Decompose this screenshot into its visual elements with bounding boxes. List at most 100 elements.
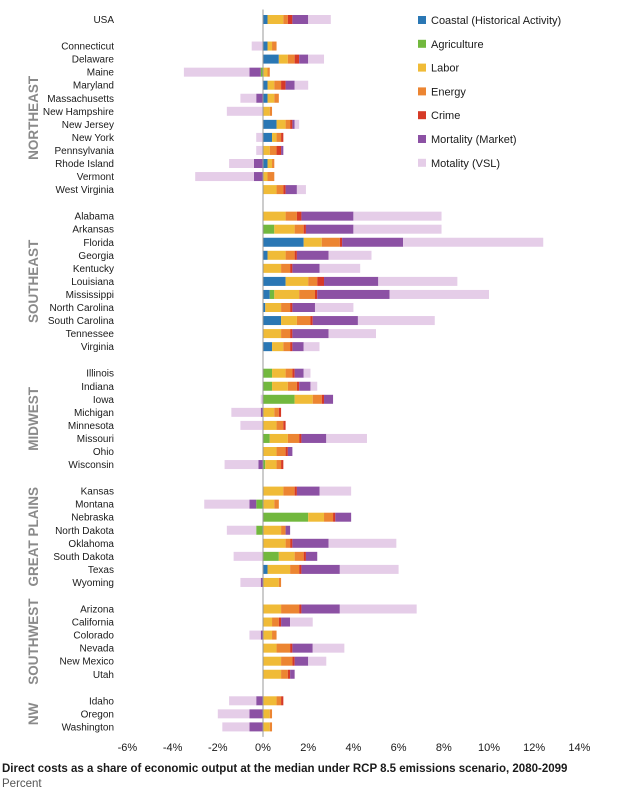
bar-arizona-motality-vsl <box>339 604 417 614</box>
bar-utah-crime <box>287 669 291 679</box>
bar-utah-energy <box>281 669 288 679</box>
chart-subcaption: Percent <box>2 778 42 790</box>
bar-california-crime <box>278 617 282 627</box>
bar-north-carolina-labor <box>265 303 282 312</box>
bar-north-dakota-labor <box>263 525 282 535</box>
state-labels-layer: USA Connecticut Delaware Maine Maryland Massa… <box>43 15 115 733</box>
bar-row-florida <box>263 237 544 247</box>
state-label-new-york: New York <box>72 133 115 144</box>
bar-south-carolina-motality-vsl <box>357 316 435 326</box>
bar-maryland-motality-vsl <box>294 80 309 90</box>
bar-usa-energy <box>283 15 288 24</box>
bar-row-massachusetts <box>240 93 279 103</box>
bar-texas-motality-vsl <box>339 564 399 574</box>
x-tick-label: 10% <box>478 742 500 754</box>
bar-new-york-crime <box>281 132 284 142</box>
bar-row-usa <box>263 15 331 24</box>
legend-label-agriculture: Agriculture <box>431 39 484 51</box>
bar-utah-labor <box>263 669 282 679</box>
bar-new-mexico-labor <box>263 656 282 666</box>
state-label-idaho: Idaho <box>89 696 114 707</box>
state-label-rhode-island: Rhode Island <box>55 159 114 170</box>
bar-montana-energy <box>274 499 279 509</box>
bar-oregon-mortality-market <box>249 709 263 719</box>
bar-florida-energy <box>321 237 340 247</box>
bar-row-nevada <box>263 643 345 653</box>
bar-michigan-crime <box>278 407 282 417</box>
bar-oklahoma-energy <box>285 538 291 548</box>
bar-wyoming-energy <box>278 577 282 587</box>
bar-new-jersey-mortality-market <box>292 119 295 129</box>
bar-row-vermont <box>195 172 275 182</box>
bar-mississippi-mortality-market <box>317 289 390 299</box>
bar-pennsylvania-motality-vsl <box>256 145 263 155</box>
bar-california-motality-vsl <box>290 617 313 627</box>
state-label-nevada: Nevada <box>80 644 115 655</box>
bar-south-dakota-mortality-market <box>305 551 318 561</box>
bar-row-wyoming <box>240 577 282 587</box>
state-label-west-virginia: West Virginia <box>55 185 114 196</box>
bar-minnesota-labor <box>263 420 277 430</box>
bar-arizona-mortality-market <box>301 604 340 614</box>
legend-swatch-coastal-historical-activity <box>418 16 426 24</box>
bar-new-mexico-crime <box>292 656 295 666</box>
bar-maine-agriculture <box>260 67 263 77</box>
legend-swatch-energy <box>418 87 426 96</box>
bar-north-dakota-agriculture <box>256 525 263 535</box>
bar-washington-mortality-market <box>249 722 263 732</box>
bar-kentucky-crime <box>290 263 293 273</box>
bar-rhode-island-motality-vsl <box>229 159 254 168</box>
state-label-arkansas: Arkansas <box>72 225 114 236</box>
bar-south-dakota-energy <box>294 551 304 561</box>
bar-south-carolina-mortality-market <box>312 316 358 326</box>
bar-new-york-energy <box>276 132 282 142</box>
bar-illinois-labor <box>272 368 286 378</box>
bar-connecticut-energy <box>272 41 277 51</box>
bars-layer <box>183 15 544 732</box>
state-label-iowa: Iowa <box>93 395 115 406</box>
bar-minnesota-crime <box>283 420 286 430</box>
bar-usa-labor <box>267 15 284 24</box>
bar-wisconsin-crime <box>281 460 284 470</box>
bar-wisconsin-labor <box>265 460 277 470</box>
bar-texas-energy <box>290 564 300 574</box>
bar-south-dakota-motality-vsl <box>233 551 263 561</box>
state-label-louisiana: Louisiana <box>71 277 114 288</box>
bar-maine-labor <box>263 67 268 77</box>
bar-virginia-labor <box>272 342 284 352</box>
state-label-colorado: Colorado <box>73 631 114 642</box>
legend-swatch-mortality-market <box>418 135 426 143</box>
bar-iowa-labor <box>294 394 313 404</box>
bar-vermont-labor <box>263 172 268 182</box>
bar-oregon-motality-vsl <box>217 709 250 719</box>
bar-nevada-mortality-market <box>292 643 313 653</box>
bar-maryland-energy <box>274 80 282 90</box>
bar-florida-coastal-historical-activity <box>263 237 304 247</box>
bar-georgia-energy <box>285 250 295 260</box>
bar-maine-mortality-market <box>249 67 261 77</box>
bar-pennsylvania-energy <box>269 145 277 155</box>
bar-north-carolina-motality-vsl <box>314 303 354 312</box>
bar-row-california <box>263 617 313 627</box>
bar-oklahoma-labor <box>263 538 286 548</box>
legend-swatch-agriculture <box>418 39 426 48</box>
state-label-indiana: Indiana <box>81 382 114 393</box>
bar-row-west-virginia <box>263 185 306 195</box>
bar-california-labor <box>263 617 273 627</box>
bar-rhode-island-energy <box>272 159 275 168</box>
bar-ohio-labor <box>263 447 277 456</box>
state-label-arizona: Arizona <box>80 605 114 616</box>
bar-louisiana-energy <box>308 276 318 286</box>
state-label-nebraska: Nebraska <box>71 513 114 524</box>
x-tick-label: -6% <box>118 742 138 754</box>
bar-row-kentucky <box>263 263 361 273</box>
legend-swatch-motality-vsl <box>418 158 426 167</box>
bar-new-york-motality-vsl <box>256 132 263 142</box>
bar-maine-energy <box>267 67 270 77</box>
bar-illinois-mortality-market <box>294 368 304 378</box>
bar-mississippi-labor <box>274 289 300 299</box>
bar-west-virginia-energy <box>276 185 284 195</box>
bar-south-carolina-coastal-historical-activity <box>263 316 282 326</box>
bar-mississippi-motality-vsl <box>389 289 489 299</box>
bar-vermont-energy <box>267 172 275 182</box>
